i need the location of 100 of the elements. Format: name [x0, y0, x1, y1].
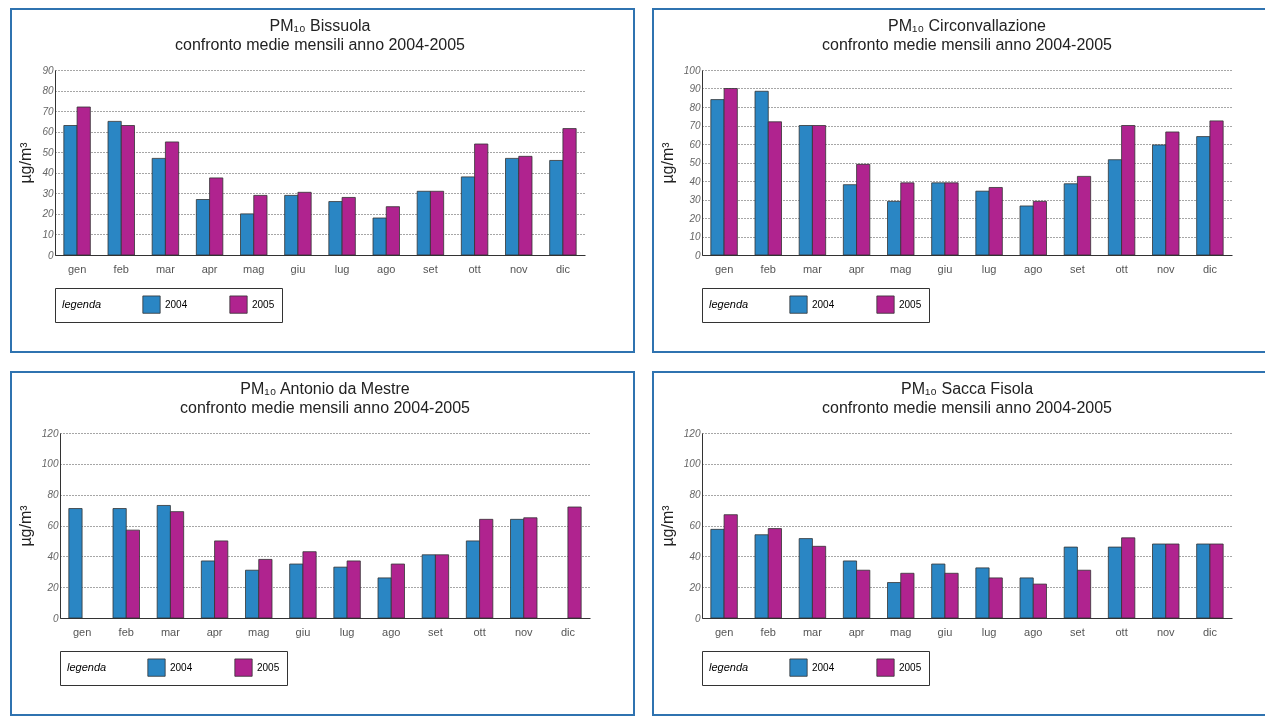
x-tick-label: ago: [377, 262, 396, 275]
y-tick-label: 100: [683, 64, 701, 76]
x-tick-label: feb: [113, 262, 129, 275]
y-tick-label: 120: [683, 427, 701, 439]
y-tick-label: 20: [46, 581, 59, 593]
x-tick-label: gen: [72, 625, 92, 638]
x-tick-label: ott: [473, 625, 486, 638]
y-tick-label: 90: [689, 83, 701, 94]
y-tick-label: 20: [688, 212, 701, 224]
x-tick-label: lug: [334, 262, 350, 275]
x-tick-label: giu: [295, 625, 311, 638]
x-tick-label: mag: [243, 262, 265, 275]
chart-title: PM₁₀ Circonvallazione: [888, 17, 1047, 34]
y-tick-label: 60: [42, 126, 54, 138]
x-tick-label: mag: [890, 625, 912, 638]
legend-title: legenda: [709, 298, 749, 310]
x-tick-label: gen: [67, 262, 87, 275]
y-tick-label: 90: [42, 64, 54, 76]
x-tick-label: apr: [206, 625, 223, 638]
y-tick-label: 30: [689, 194, 701, 205]
x-tick-label: dic: [555, 262, 571, 275]
y-tick-label: 0: [694, 249, 701, 261]
y-tick-label: 0: [47, 249, 54, 261]
chart-title: PM₁₀ Bissuola: [269, 17, 371, 34]
y-tick-label: 60: [689, 138, 701, 150]
x-tick-label: ott: [468, 262, 481, 275]
y-tick-label: 50: [42, 146, 54, 158]
legend-label: 2005: [252, 298, 275, 310]
x-tick-label: apr: [201, 262, 218, 275]
x-tick-label: mar: [802, 262, 823, 275]
x-tick-label: nov: [509, 262, 529, 275]
y-tick-label: 20: [688, 581, 701, 593]
x-tick-label: giu: [290, 262, 306, 275]
legend-title: legenda: [62, 298, 102, 310]
x-tick-label: gen: [714, 262, 734, 275]
x-tick-label: ago: [1024, 625, 1043, 638]
chart-title: PM₁₀ Sacca Fisola: [900, 380, 1034, 397]
x-tick-label: dic: [1202, 625, 1218, 638]
x-tick-label: dic: [1202, 262, 1218, 275]
y-tick-label: 80: [47, 489, 59, 501]
x-tick-label: ott: [1115, 625, 1128, 638]
y-tick-label: 10: [42, 228, 54, 240]
y-tick-label: 70: [689, 120, 701, 131]
x-tick-label: apr: [848, 625, 865, 638]
x-tick-label: giu: [937, 262, 953, 275]
x-tick-label: feb: [118, 625, 134, 638]
y-tick-label: 80: [689, 101, 701, 113]
y-tick-label: 40: [689, 175, 701, 187]
y-tick-label: 60: [47, 520, 59, 531]
chart-subtitle: confronto medie mensili anno 2004-2005: [175, 36, 466, 53]
y-axis-title: µg/m³: [658, 141, 676, 184]
y-axis-title: µg/m³: [658, 504, 676, 547]
chart-subtitle: confronto medie mensili anno 2004-2005: [822, 36, 1113, 53]
chart-subtitle: confronto medie mensili anno 2004-2005: [822, 399, 1113, 416]
y-tick-label: 80: [689, 489, 701, 501]
x-tick-label: set: [423, 262, 438, 275]
y-tick-label: 40: [47, 550, 59, 562]
chart-subtitle: confronto medie mensili anno 2004-2005: [180, 399, 471, 416]
y-tick-label: 0: [694, 612, 701, 624]
x-tick-label: mar: [802, 625, 823, 638]
legend-title: legenda: [67, 661, 107, 673]
y-tick-label: 0: [52, 612, 59, 624]
y-axis-title: µg/m³: [17, 141, 35, 184]
x-tick-label: nov: [1156, 625, 1176, 638]
legend-label: 2004: [812, 661, 835, 673]
y-tick-label: 40: [689, 550, 701, 562]
x-tick-label: set: [1070, 262, 1085, 275]
x-tick-label: ago: [382, 625, 401, 638]
x-tick-label: set: [1070, 625, 1085, 638]
legend-label: 2004: [812, 298, 835, 310]
y-axis-title: µg/m³: [16, 504, 34, 547]
legend-label: 2005: [257, 661, 280, 673]
legend-label: 2005: [899, 661, 922, 673]
y-tick-label: 20: [41, 208, 54, 220]
x-tick-label: mar: [160, 625, 181, 638]
x-tick-label: feb: [760, 625, 776, 638]
x-tick-label: nov: [514, 625, 534, 638]
y-tick-label: 80: [42, 85, 54, 97]
x-tick-label: ago: [1024, 262, 1043, 275]
y-tick-label: 100: [683, 458, 701, 470]
legend-label: 2004: [170, 661, 193, 673]
y-tick-label: 50: [689, 157, 701, 168]
x-tick-label: lug: [981, 625, 997, 638]
y-tick-label: 100: [41, 458, 59, 470]
x-tick-label: feb: [760, 262, 776, 275]
x-tick-label: mar: [155, 262, 176, 275]
y-tick-label: 10: [689, 231, 701, 242]
x-tick-label: nov: [1156, 262, 1176, 275]
x-tick-label: lug: [339, 625, 355, 638]
x-tick-label: mag: [890, 262, 912, 275]
x-tick-label: set: [428, 625, 443, 638]
x-tick-label: mag: [248, 625, 270, 638]
x-tick-label: apr: [848, 262, 865, 275]
chart-title: PM₁₀ Antonio da Mestre: [240, 380, 410, 397]
x-tick-label: lug: [981, 262, 997, 275]
y-tick-label: 70: [42, 105, 54, 117]
y-tick-label: 30: [42, 187, 54, 199]
x-tick-label: ott: [1115, 262, 1128, 275]
legend-label: 2004: [165, 298, 188, 310]
legend-title: legenda: [709, 661, 749, 673]
